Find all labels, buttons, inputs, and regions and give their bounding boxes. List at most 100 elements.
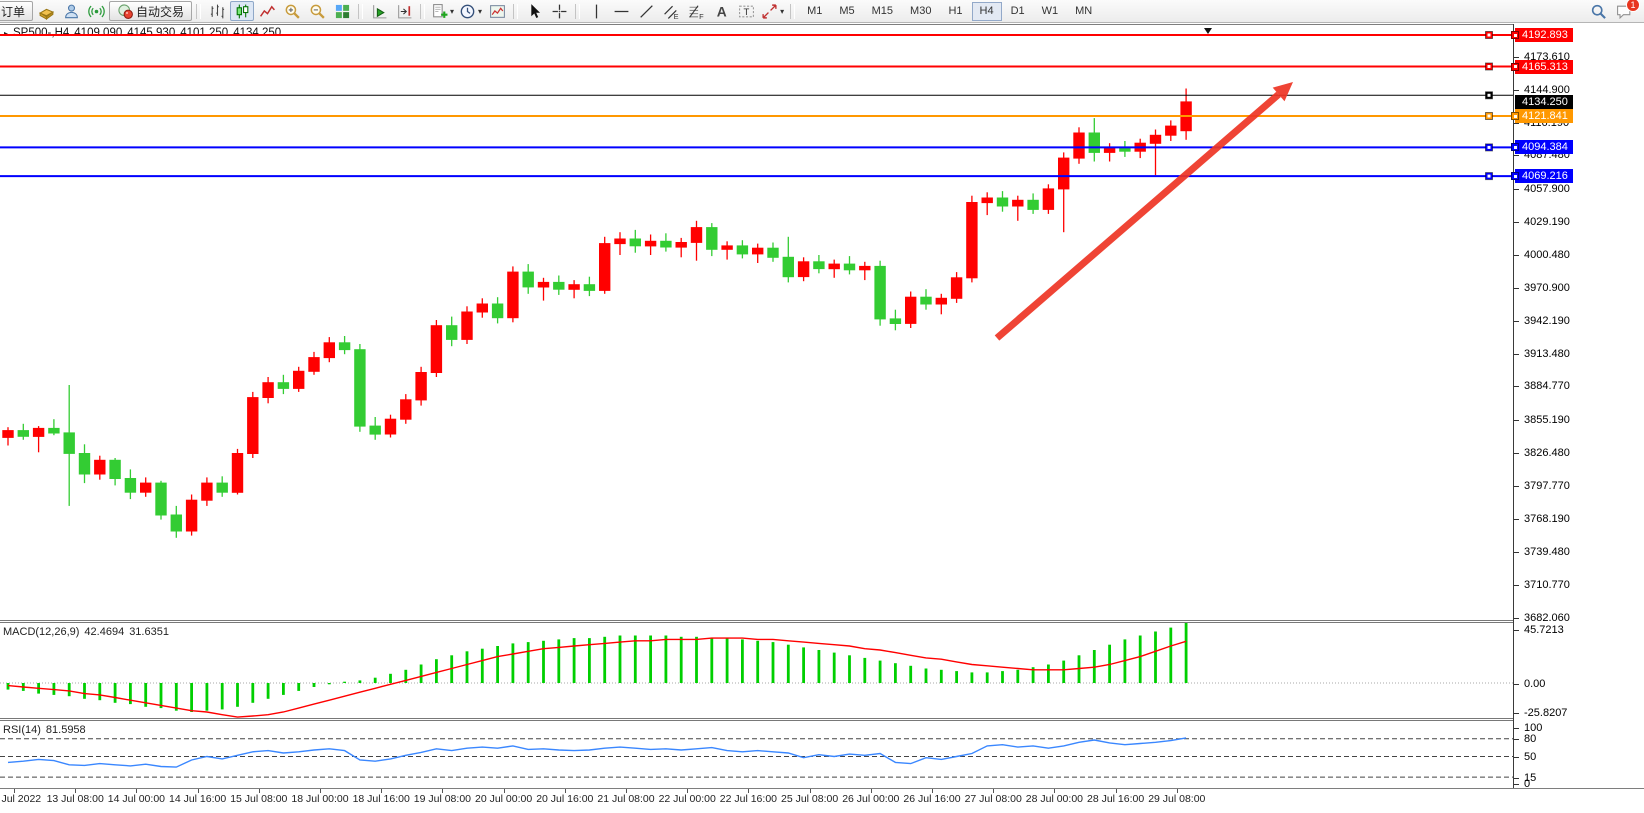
chart-shift-button[interactable]: [392, 1, 416, 21]
price-level-badge: 4134.250: [1515, 94, 1573, 109]
price-tick: 3768.190: [1514, 513, 1570, 525]
profile-button[interactable]: [59, 1, 83, 21]
dropdown-caret-icon: ▾: [450, 6, 455, 16]
price-level-badge: 4192.893: [1511, 28, 1573, 42]
autotrade-button[interactable]: 自动交易: [109, 1, 193, 21]
hline-4094.384[interactable]: [0, 143, 1513, 152]
price-axis[interactable]: 4173.6104144.9004116.1904087.4804057.900…: [1511, 24, 1644, 790]
hline-4165.313[interactable]: [0, 62, 1513, 71]
rsi-axis-tick: 80: [1514, 733, 1536, 745]
price-tick: 4000.480: [1514, 249, 1570, 261]
time-label: 20 Jul 00:00: [474, 793, 533, 805]
orders-button-label: 订单: [1, 4, 26, 19]
profile-icon: [63, 3, 80, 20]
price-tick: 4144.900: [1514, 84, 1570, 96]
candlestick-icon: [234, 3, 251, 20]
time-tick: [258, 789, 260, 793]
price-tick: 3913.480: [1514, 348, 1570, 360]
time-label: 19 Jul 08:00: [413, 793, 471, 805]
candlestick-chart-button[interactable]: [230, 1, 255, 21]
hline-4069.216[interactable]: [0, 172, 1513, 181]
toolbar-separator: [513, 3, 519, 19]
price-level-badge: 4094.384: [1511, 140, 1573, 155]
zoom-in-button[interactable]: [280, 1, 304, 21]
orders-button[interactable]: 订单: [0, 1, 34, 21]
panel-splitter[interactable]: [0, 620, 1644, 623]
time-tick: [197, 789, 199, 793]
line-chart-button[interactable]: [255, 1, 279, 21]
line-marker: [1511, 143, 1519, 152]
time-label: 26 Jul 00:00: [842, 793, 900, 805]
price-chart-panel: [0, 28, 1513, 538]
object-anchor-icon: [1204, 28, 1212, 34]
autoscroll-button[interactable]: [367, 1, 391, 21]
label-icon: T: [738, 3, 755, 20]
search-icon[interactable]: [1590, 3, 1607, 20]
hline-4192.893[interactable]: [0, 31, 1513, 39]
zoom-out-button[interactable]: [305, 1, 329, 21]
tile-windows-button[interactable]: [330, 1, 354, 21]
time-tick: [503, 789, 505, 793]
new-order-dropdown[interactable]: ▾: [429, 1, 456, 21]
time-label: 22 Jul 00:00: [658, 793, 716, 805]
svg-text:A: A: [716, 3, 726, 19]
hline-icon: [613, 3, 630, 20]
timeframe-h1[interactable]: H1: [948, 5, 963, 17]
signals-button[interactable]: [84, 1, 108, 21]
time-label: 18 Jul 16:00: [352, 793, 410, 805]
rsi-axis-tick: 100: [1514, 722, 1542, 734]
timeframe-mn[interactable]: MN: [1075, 5, 1093, 17]
time-label: 18 Jul 00:00: [291, 793, 349, 805]
chart-frame-top: [0, 24, 1644, 25]
timeframe-h4[interactable]: H4: [971, 1, 1002, 21]
notifications-button[interactable]: 1: [1616, 0, 1640, 20]
new-order-icon: [431, 3, 448, 20]
timeframe-d1[interactable]: D1: [1010, 5, 1025, 17]
price-tick: 3855.190: [1514, 414, 1570, 426]
toolbar-separator: [575, 3, 581, 19]
text-button[interactable]: A: [709, 1, 733, 21]
time-tick: [1115, 789, 1117, 793]
shapes-dropdown[interactable]: ▾: [759, 1, 786, 21]
horizontal-line-button[interactable]: [609, 1, 633, 21]
rsi-axis-tick: 0: [1514, 778, 1530, 790]
hline-4140[interactable]: [0, 91, 1513, 100]
time-label: 21 Jul 08:00: [597, 793, 655, 805]
tile-windows-icon: [334, 3, 351, 20]
timeframe-w1[interactable]: W1: [1041, 5, 1059, 17]
bar-chart-button[interactable]: [205, 1, 229, 21]
fibonacci-button[interactable]: F: [684, 1, 708, 21]
vertical-line-button[interactable]: [584, 1, 608, 21]
price-tick: 3884.770: [1514, 380, 1570, 392]
time-label: 25 Jul 08:00: [780, 793, 839, 805]
templates-button[interactable]: [485, 1, 509, 21]
price-level-badge: 4121.841: [1511, 109, 1573, 123]
time-tick: [381, 789, 383, 793]
shapes-icon: [761, 3, 778, 20]
trend-arrow[interactable]: [994, 82, 1293, 341]
time-tick: [75, 789, 77, 793]
notification-badge: 1: [1626, 0, 1640, 12]
timeframe-m5[interactable]: M5: [839, 5, 855, 17]
trendline-button[interactable]: [634, 1, 658, 21]
panel-splitter[interactable]: [0, 718, 1644, 721]
macd-main-value: 42.4694: [84, 626, 125, 638]
period-dropdown[interactable]: ▾: [457, 1, 484, 21]
time-label: 13 Jul 08:00: [46, 793, 104, 805]
toolbar: 订单 自动交易 ▾ ▾ E F A T ▾ M1 M5 M15 M30 H1 H4 D1 W1 MN 1: [0, 0, 1644, 23]
cursor-button[interactable]: [522, 1, 546, 21]
time-label: 12 Jul 2022: [0, 793, 42, 805]
svg-text:E: E: [673, 11, 678, 19]
channel-icon: E: [663, 3, 680, 20]
line-marker: [1511, 112, 1519, 120]
timeframe-m30[interactable]: M30: [910, 5, 932, 17]
wallet-button[interactable]: [34, 1, 58, 21]
hline-4121.841[interactable]: [0, 112, 1513, 120]
channel-button[interactable]: E: [659, 1, 683, 21]
timeframe-m15[interactable]: M15: [871, 5, 894, 17]
time-label: 29 Jul 08:00: [1148, 793, 1206, 805]
timeframe-m1[interactable]: M1: [807, 5, 823, 17]
label-button[interactable]: T: [734, 1, 758, 21]
crosshair-button[interactable]: [547, 1, 571, 21]
